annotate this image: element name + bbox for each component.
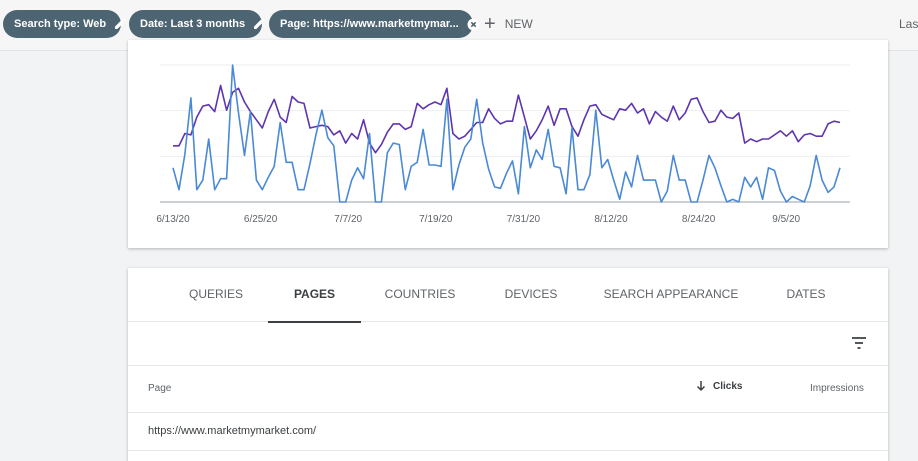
table-header: Page Clicks Impressions (128, 366, 888, 413)
row-page-url: https://www.marketmymarket.com/ (148, 425, 317, 437)
filter-chip-page[interactable]: Page: https://www.marketmymar... (269, 10, 480, 38)
new-filter-button[interactable]: + NEW (484, 10, 533, 38)
chip-label: Page: https://www.marketmymar... (280, 18, 459, 30)
report-table-card: QUERIES PAGES COUNTRIES DEVICES SEARCH A… (128, 268, 888, 461)
column-header-page[interactable]: Page (148, 383, 172, 394)
table-row[interactable]: https://www.marketmymarket.com/ (128, 413, 888, 451)
report-tabs: QUERIES PAGES COUNTRIES DEVICES SEARCH A… (128, 268, 888, 323)
close-circle-icon[interactable] (467, 18, 480, 31)
x-tick-label: 6/25/20 (244, 214, 278, 225)
chip-label: Date: Last 3 months (140, 18, 246, 30)
plus-icon: + (484, 13, 496, 35)
new-filter-label: NEW (504, 17, 533, 31)
tab-pages[interactable]: PAGES (268, 268, 361, 323)
x-tick-label: 8/12/20 (594, 214, 628, 225)
pencil-icon[interactable] (114, 18, 127, 30)
table-filter-row (128, 322, 888, 366)
tab-queries[interactable]: QUERIES (188, 287, 243, 301)
column-header-impressions[interactable]: Impressions (810, 383, 864, 394)
x-tick-label: 7/7/20 (334, 214, 362, 225)
x-tick-label: 8/24/20 (682, 214, 716, 225)
filter-chip-search-type[interactable]: Search type: Web (3, 10, 127, 38)
x-tick-label: 7/19/20 (419, 214, 453, 225)
series-line-0 (173, 84, 841, 154)
x-tick-label: 6/13/20 (156, 214, 190, 225)
tab-devices[interactable]: DEVICES (504, 287, 558, 301)
x-tick-label: 9/5/20 (772, 214, 800, 225)
column-header-clicks-label: Clicks (713, 380, 743, 392)
tab-countries[interactable]: COUNTRIES (384, 287, 456, 301)
pencil-icon[interactable] (253, 18, 266, 30)
performance-chart: 6/13/20 6/25/20 7/7/20 7/19/20 7/31/20 8/12/2… (156, 64, 850, 225)
filter-chip-date[interactable]: Date: Last 3 months (129, 10, 266, 38)
chip-label: Search type: Web (14, 18, 107, 30)
x-tick-label: 7/31/20 (507, 214, 541, 225)
series-line-1 (172, 64, 841, 203)
last-updated-label: Las (899, 17, 918, 31)
tab-search-appearance[interactable]: SEARCH APPEARANCE (603, 287, 739, 301)
filter-rows-icon[interactable] (850, 334, 868, 357)
tab-dates[interactable]: DATES (786, 287, 826, 301)
performance-chart-card: 6/13/20 6/25/20 7/7/20 7/19/20 7/31/20 8/12/2… (128, 40, 888, 248)
arrow-down-icon (696, 381, 706, 392)
column-header-clicks[interactable]: Clicks (695, 380, 742, 392)
